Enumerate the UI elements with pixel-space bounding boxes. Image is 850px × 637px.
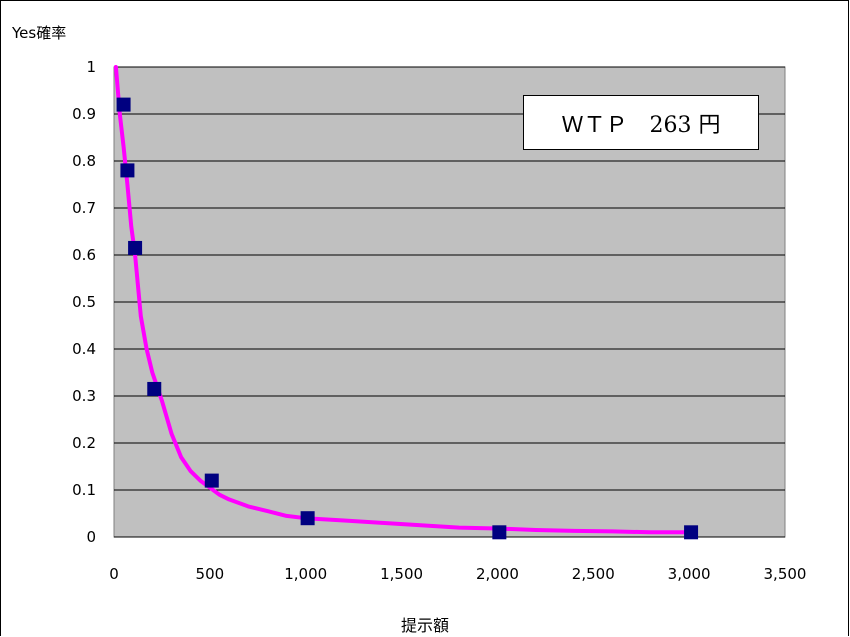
y-tick-label: 0 xyxy=(86,528,96,546)
x-tick-label: 2,500 xyxy=(572,565,615,583)
x-tick-label: 1,000 xyxy=(284,565,327,583)
x-tick-label: 3,500 xyxy=(764,565,807,583)
y-tick-label: 1 xyxy=(86,58,96,76)
x-tick-labels: 0 500 1,000 1,500 2,000 2,500 3,000 3,500 xyxy=(109,565,806,583)
data-point-marker xyxy=(147,381,162,396)
y-tick-label: 0.1 xyxy=(72,481,96,499)
data-point-marker xyxy=(300,511,315,526)
y-tick-label: 0.4 xyxy=(72,340,96,358)
x-tick-label: 500 xyxy=(196,565,225,583)
x-tick-label: 2,000 xyxy=(476,565,519,583)
data-point-marker xyxy=(684,525,699,540)
x-tick-label: 0 xyxy=(109,565,119,583)
x-tick-label: 1,500 xyxy=(380,565,423,583)
y-tick-label: 0.2 xyxy=(72,434,96,452)
series-group xyxy=(113,65,699,540)
data-point-marker xyxy=(492,525,507,540)
y-tick-labels: 0 0.1 0.2 0.3 0.4 0.5 0.6 0.7 0.8 0.9 1 xyxy=(72,58,96,546)
data-point-marker xyxy=(116,97,131,112)
y-tick-label: 0.5 xyxy=(72,293,96,311)
y-tick-label: 0.7 xyxy=(72,199,96,217)
wtp-annotation: ＷＴＰ 263 円 xyxy=(523,95,759,150)
y-tick-label: 0.9 xyxy=(72,105,96,123)
x-axis-label: 提示額 xyxy=(400,616,449,635)
data-point-marker xyxy=(120,163,135,178)
x-tick-label: 3,000 xyxy=(668,565,711,583)
data-point-marker xyxy=(204,473,219,488)
y-tick-label: 0.3 xyxy=(72,387,96,405)
data-point-marker xyxy=(128,240,143,255)
wtp-annotation-text: ＷＴＰ 263 円 xyxy=(561,112,721,138)
y-tick-label: 0.6 xyxy=(72,246,96,264)
y-axis-label: Yes確率 xyxy=(12,24,67,42)
gridlines xyxy=(114,66,785,538)
y-tick-label: 0.8 xyxy=(72,152,96,170)
